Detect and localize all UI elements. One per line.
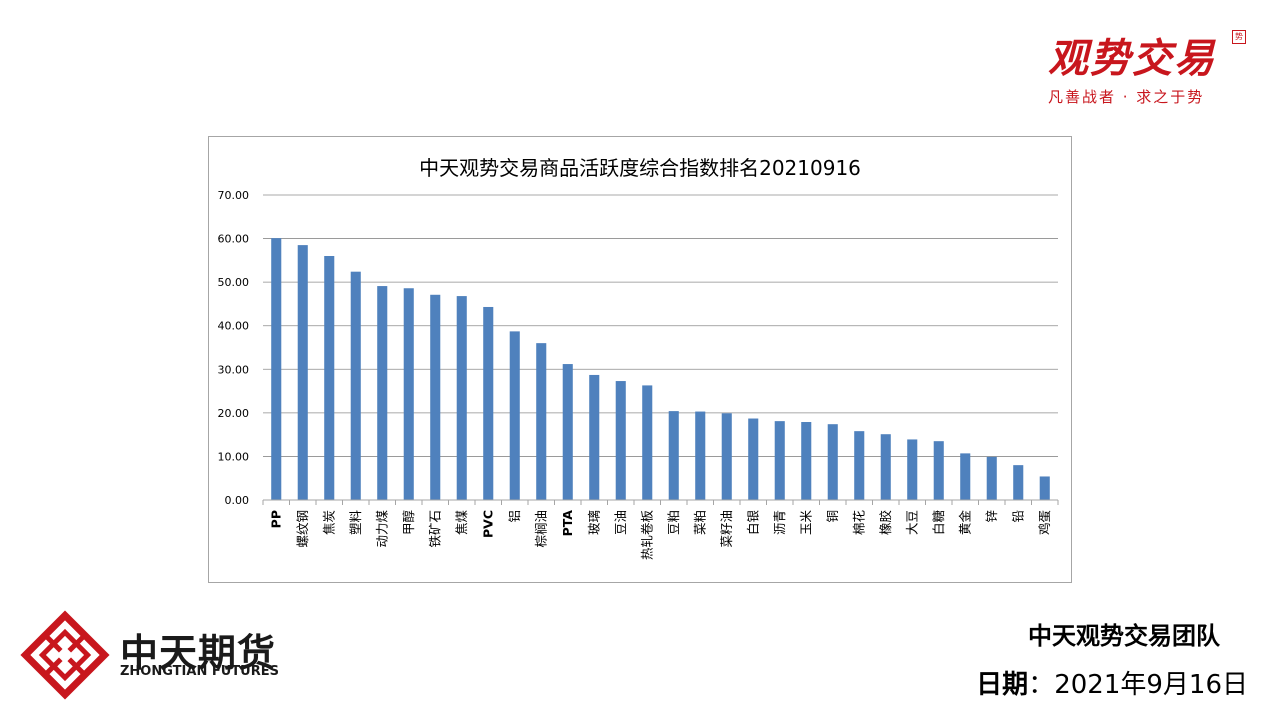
x-tick-label: 锌 [984,510,999,523]
company-name-en: ZHONGTIAN FUTURES [120,664,279,679]
x-tick-label: 焦炭 [321,510,336,535]
x-tick-label: 棉花 [851,510,866,535]
x-tick-label: 黄金 [957,510,972,536]
chart-title: 中天观势交易商品活跃度综合指数排名20210916 [419,156,861,180]
x-tick-label: 热轧卷板 [639,510,654,561]
x-tick-label: 沥青 [772,510,787,535]
bar [642,385,653,500]
x-tick-label: 白银 [745,510,760,536]
chart-frame: 中天观势交易商品活跃度综合指数排名20210916 0.00 10.00 20.00… [208,136,1072,583]
bar [721,413,732,500]
x-tick-label: 铁矿石 [427,510,442,548]
x-tick-label: 铅 [1010,510,1025,523]
company-logo: 中天期货 ZHONGTIAN FUTURES [20,610,280,700]
brand-logo: 观势交易 势 凡善战者 · 求之于势 [1040,22,1250,112]
x-tick-label: 铜 [825,510,840,523]
x-tick-label: 豆粕 [666,510,681,535]
x-tick-label: 螺纹钢 [295,510,310,548]
brand-seal-icon: 势 [1232,30,1246,44]
y-tick-label: 20.00 [218,407,250,420]
x-tick-label: 塑料 [348,510,363,536]
bar-chart: 中天观势交易商品活跃度综合指数排名20210916 0.00 10.00 20.00… [218,156,1059,561]
bar [695,411,706,500]
bar [536,343,547,500]
bar [748,418,759,500]
x-tick-label: 棕榈油 [533,510,548,548]
bar [456,296,467,500]
x-tick-label: PVC [480,510,495,538]
bar [403,288,414,500]
bar [377,286,388,500]
x-axis-ticks: PP 螺纹钢 焦炭 塑料 动力煤 甲醇 铁矿石 焦煤 PVC 铝棕榈油 PTA 玻璃 豆油 热轧卷板 豆粕菜… [262,500,1059,561]
brand-slogan: 凡善战者 · 求之于势 [1048,88,1205,106]
company-emblem-icon [20,610,110,700]
x-tick-label: 玉米 [798,510,813,536]
x-tick-label: 菜粕 [692,510,707,535]
x-tick-label: 甲醇 [401,510,416,535]
bar [907,439,918,500]
y-axis-ticks: 0.00 10.00 20.00 30.00 40.00 50.00 60.00 70.00 [218,189,250,507]
bar [1013,465,1024,500]
gridlines [263,194,1058,457]
bar [615,381,626,500]
x-tick-label: 白糖 [931,510,946,536]
x-tick-label: 玻璃 [586,510,601,535]
x-tick-label: 菜籽油 [719,510,734,548]
bar [960,453,971,500]
y-tick-label: 0.00 [225,494,250,507]
y-tick-label: 40.00 [218,320,250,333]
bar [827,424,838,500]
bar [324,256,335,500]
bar [509,331,520,500]
date-line: 日期：2021年9月16日 [976,664,1248,701]
bar [297,245,308,500]
y-tick-label: 30.00 [218,363,250,376]
bar [562,364,573,500]
bar [350,271,361,500]
bar [668,411,679,500]
x-tick-label: 大豆 [904,510,919,535]
bar [801,422,812,500]
x-tick-label: 焦煤 [454,510,469,536]
bar [774,421,785,500]
bar [271,238,282,500]
company-name: 中天期货 [120,631,277,675]
date-separator: ： [1028,670,1055,700]
bar [933,441,944,500]
date-value: 2021年9月16日 [1054,670,1248,700]
brand-title: 观势交易 [1048,35,1216,82]
bar [483,306,494,500]
x-tick-label: 铝 [507,510,522,523]
y-tick-label: 60.00 [218,233,250,246]
x-tick-label: 豆油 [613,510,628,535]
team-name: 中天观势交易团队 [1028,622,1220,650]
y-tick-label: 10.00 [218,450,250,463]
y-tick-label: 70.00 [218,189,250,202]
date-label: 日期 [976,670,1029,700]
bar [1039,476,1050,500]
bar [854,431,865,500]
bar [430,294,441,500]
y-tick-label: 50.00 [218,276,250,289]
bar [589,374,600,500]
x-tick-label: 动力煤 [374,510,389,548]
x-tick-label: PP [268,510,283,528]
x-tick-label: 橡胶 [878,510,893,535]
bar [986,456,997,500]
x-tick-label: 鸡蛋 [1037,510,1052,535]
bar [880,434,891,500]
x-tick-label: PTA [560,510,575,537]
bars [271,238,1050,500]
